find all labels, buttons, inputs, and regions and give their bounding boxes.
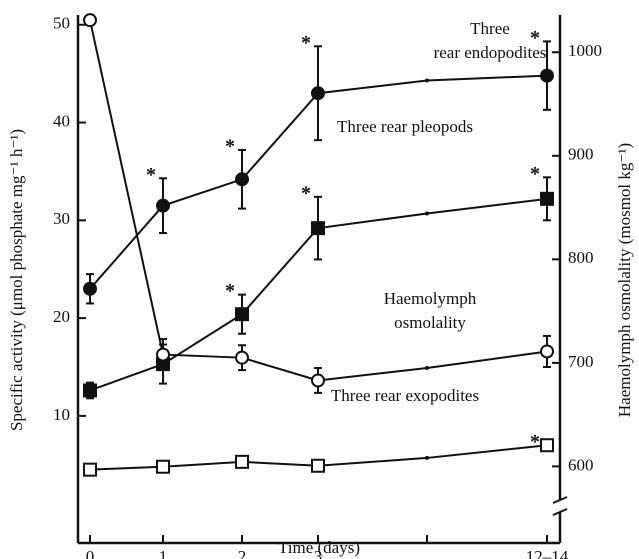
series-label: rear endopodites <box>434 43 547 62</box>
series-line <box>89 19 548 382</box>
point <box>83 13 97 28</box>
series-label: Three <box>470 19 510 38</box>
point <box>83 281 97 296</box>
y2-tick-label: 700 <box>568 352 594 371</box>
x-tick-label: 2 <box>238 547 247 559</box>
significance-star: * <box>225 280 235 302</box>
series-label: Three rear exopodites <box>331 386 479 405</box>
point <box>235 307 249 322</box>
series-line <box>89 197 548 392</box>
point <box>311 221 325 236</box>
series-label: Haemolymph <box>384 289 477 308</box>
x-tick-label: 12–14 <box>526 547 569 559</box>
y2-tick-label: 800 <box>568 248 594 267</box>
y2-tick-label: 1000 <box>568 41 602 60</box>
point <box>311 373 325 388</box>
point <box>311 458 325 473</box>
point <box>156 198 170 213</box>
point <box>425 366 429 371</box>
series-label: Three rear pleopods <box>337 117 473 136</box>
significance-star: * <box>530 163 540 185</box>
point <box>540 344 554 359</box>
y-tick-label: 30 <box>53 209 70 228</box>
y2-tick-label: 600 <box>568 455 594 474</box>
point <box>540 438 554 453</box>
point <box>235 350 249 365</box>
y-tick-label: 50 <box>53 14 70 33</box>
point <box>425 455 429 460</box>
significance-star: * <box>225 136 235 158</box>
significance-star: * <box>146 164 156 186</box>
significance-star: * <box>530 431 540 453</box>
point <box>83 462 97 477</box>
point <box>425 211 429 216</box>
point <box>156 347 170 362</box>
point <box>311 86 325 101</box>
y2-tick-label: 900 <box>568 145 594 164</box>
significance-star: * <box>301 182 311 204</box>
series-label: osmolality <box>394 313 466 332</box>
axis-break <box>552 508 568 516</box>
y2-axis-label: Haemolymph osmolality (mosmol kg⁻¹) <box>615 143 634 417</box>
significance-star: * <box>530 27 540 49</box>
series-line <box>89 74 548 290</box>
point <box>540 68 554 83</box>
y-tick-label: 10 <box>53 405 70 424</box>
point <box>83 383 97 398</box>
y-tick-label: 40 <box>53 111 70 130</box>
x-tick-label: 0 <box>86 547 95 559</box>
x-tick-label: 3 <box>314 547 323 559</box>
series-line <box>89 444 548 471</box>
significance-star: * <box>301 32 311 54</box>
point <box>156 459 170 474</box>
point <box>425 78 429 83</box>
point <box>235 172 249 187</box>
y-axis-label: Specific activity (μmol phosphate mg⁻¹ h… <box>7 129 26 431</box>
x-tick-label: 1 <box>159 547 168 559</box>
point <box>235 454 249 469</box>
axis-break <box>552 496 568 504</box>
y-tick-label: 20 <box>53 307 70 326</box>
point <box>540 191 554 206</box>
